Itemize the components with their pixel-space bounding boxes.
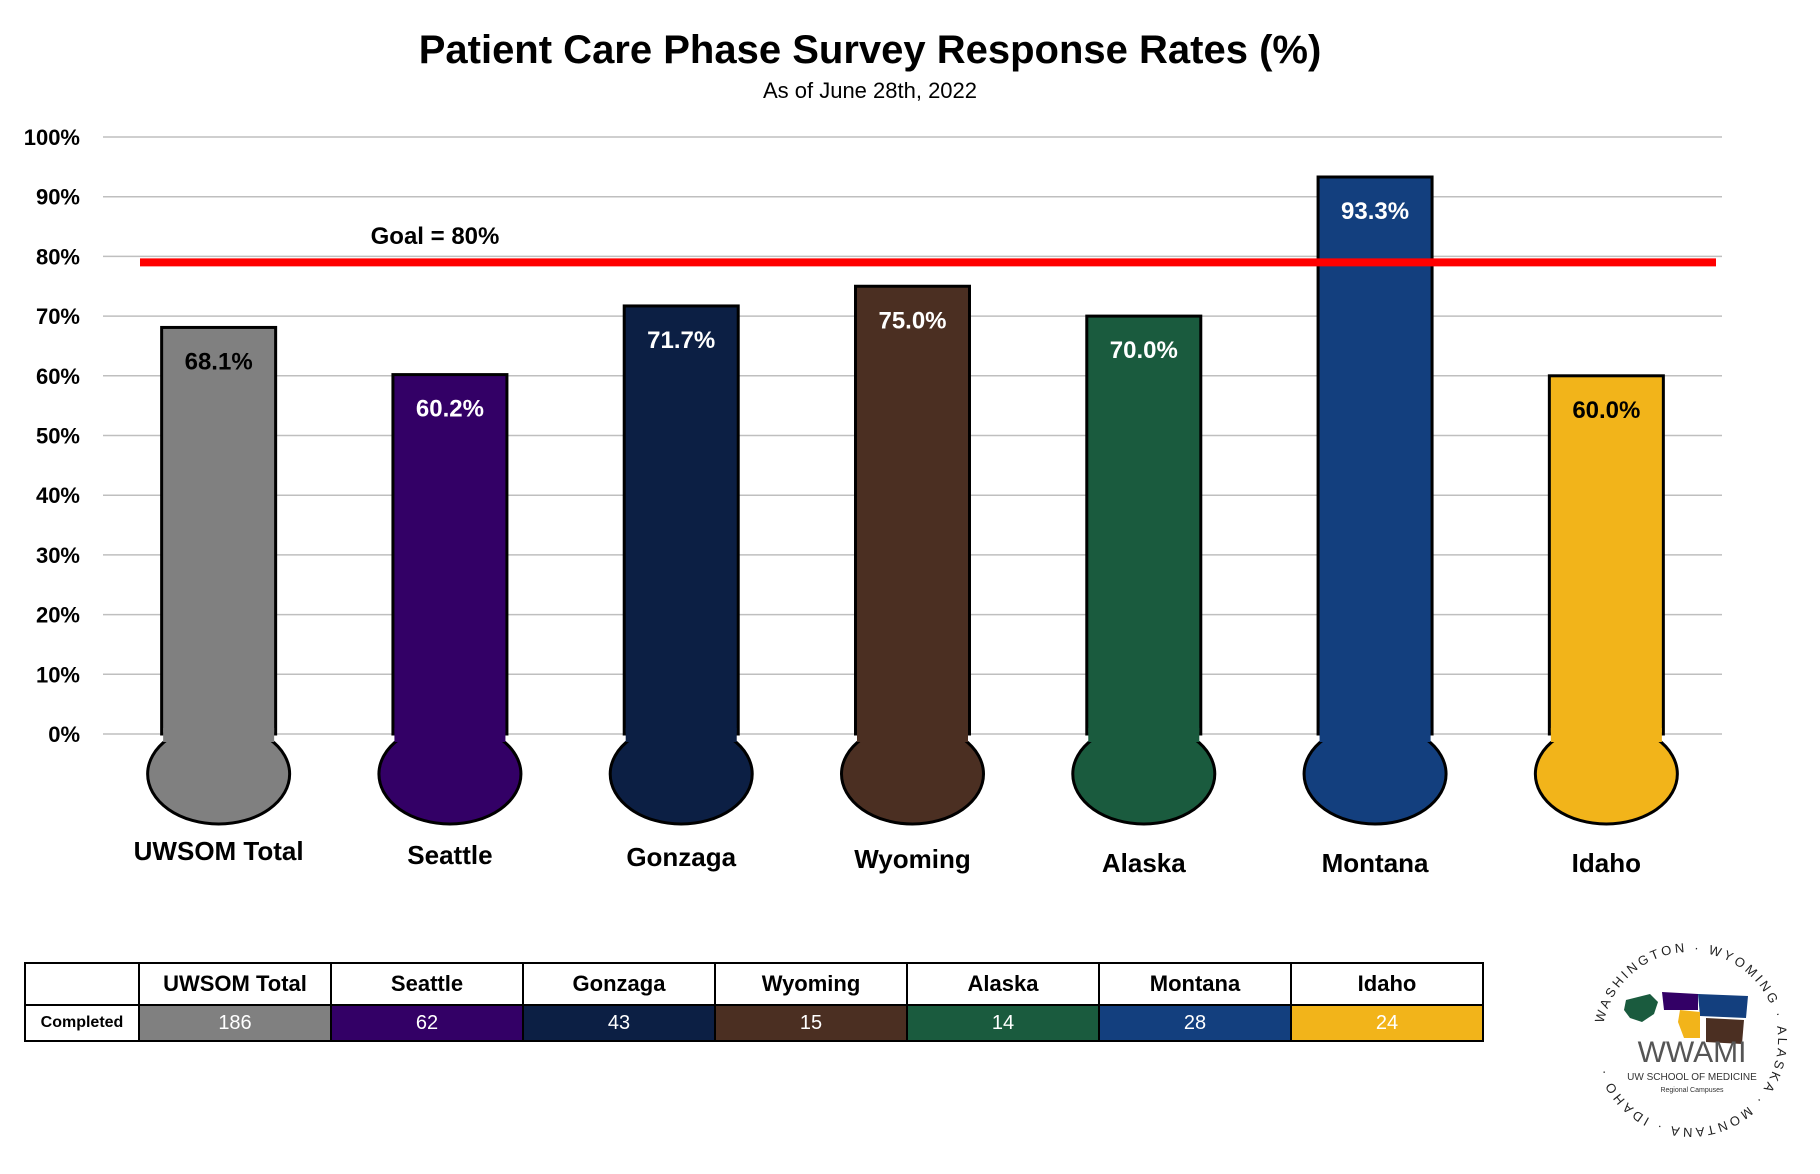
bar-joint bbox=[1319, 728, 1431, 742]
bar-joint bbox=[394, 728, 506, 742]
bar-chart: 0% 10% 20% 30% 40% 50% 60% 70% 80% 90% 100% 68.1% U… bbox=[24, 125, 1722, 878]
category-label: Gonzaga bbox=[626, 842, 736, 872]
bar-group-idaho: 60.0% Idaho bbox=[1533, 374, 1679, 878]
category-label: Seattle bbox=[407, 840, 492, 870]
bar bbox=[391, 373, 509, 736]
bars: 68.1% UWSOM Total 60.2% Seattle 71.7% Gonzaga… bbox=[134, 175, 1679, 878]
bar-group-wyoming: 75.0% Wyoming bbox=[840, 284, 985, 874]
goal-label: Goal = 80% bbox=[371, 223, 500, 250]
table-cell: 43 bbox=[522, 1004, 716, 1042]
category-label: UWSOM Total bbox=[134, 836, 304, 866]
table-values-row: Completed 186 62 43 15 14 28 24 bbox=[24, 1004, 1484, 1042]
data-label: 75.0% bbox=[878, 307, 946, 334]
y-tick-label: 0% bbox=[48, 722, 80, 747]
bar-joint bbox=[1550, 728, 1662, 742]
bar-joint bbox=[163, 728, 275, 742]
table-cell: 186 bbox=[138, 1004, 332, 1042]
table-column-header: Idaho bbox=[1290, 962, 1484, 1006]
bar-group-montana: 93.3% Montana bbox=[1302, 175, 1448, 878]
logo-line1: UW SCHOOL OF MEDICINE bbox=[1627, 1072, 1757, 1083]
table-row-header: Completed bbox=[24, 1004, 140, 1042]
category-label: Idaho bbox=[1572, 848, 1641, 878]
table-cell: 15 bbox=[714, 1004, 908, 1042]
data-label: 68.1% bbox=[185, 348, 253, 375]
category-label: Alaska bbox=[1102, 848, 1186, 878]
y-tick-label: 10% bbox=[36, 662, 80, 687]
table-cell: 62 bbox=[330, 1004, 524, 1042]
table-column-header: UWSOM Total bbox=[138, 962, 332, 1006]
bar bbox=[622, 304, 740, 736]
data-label: 70.0% bbox=[1110, 337, 1178, 364]
chart-title: Patient Care Phase Survey Response Rates… bbox=[418, 28, 1322, 72]
bar-joint bbox=[857, 728, 968, 742]
table-cell: 24 bbox=[1290, 1004, 1484, 1042]
logo-line2: Regional Campuses bbox=[1660, 1087, 1724, 1094]
y-tick-label: 50% bbox=[36, 424, 80, 449]
bar-group-uwsom-total: 68.1% UWSOM Total bbox=[134, 325, 304, 866]
logo-name: WWAMI bbox=[1638, 1036, 1747, 1069]
table-column-header: Wyoming bbox=[714, 962, 908, 1006]
y-tick-label: 70% bbox=[36, 304, 80, 329]
table-corner-cell bbox=[24, 962, 140, 1006]
y-tick-label: 90% bbox=[36, 185, 80, 210]
table-cell: 28 bbox=[1098, 1004, 1292, 1042]
bar bbox=[1316, 175, 1434, 736]
y-tick-label: 30% bbox=[36, 543, 80, 568]
data-label: 60.0% bbox=[1572, 397, 1640, 424]
bar-joint bbox=[625, 728, 737, 742]
chart-subtitle: As of June 28th, 2022 bbox=[762, 78, 978, 103]
table-column-header: Alaska bbox=[906, 962, 1100, 1006]
bar-group-alaska: 70.0% Alaska bbox=[1071, 314, 1217, 878]
table-column-header: Montana bbox=[1098, 962, 1292, 1006]
bar bbox=[160, 325, 278, 736]
data-label: 93.3% bbox=[1341, 198, 1409, 225]
category-label: Wyoming bbox=[854, 844, 971, 874]
data-label: 60.2% bbox=[416, 396, 484, 423]
bar-joint bbox=[1088, 728, 1200, 742]
y-tick-label: 40% bbox=[36, 483, 80, 508]
wwami-logo: WASHINGTON · WYOMING · ALASKA · MONTANA … bbox=[1592, 940, 1787, 1140]
table-column-header: Gonzaga bbox=[522, 962, 716, 1006]
bar bbox=[1085, 314, 1203, 736]
y-tick-label: 60% bbox=[36, 364, 80, 389]
data-label: 71.7% bbox=[647, 327, 715, 354]
bar-group-seattle: 60.2% Seattle bbox=[377, 373, 523, 870]
table-column-header: Seattle bbox=[330, 962, 524, 1006]
bar bbox=[854, 284, 971, 736]
completed-table: UWSOM Total Seattle Gonzaga Wyoming Alaska Mo… bbox=[24, 962, 1484, 1042]
y-tick-label: 80% bbox=[36, 244, 80, 269]
category-label: Montana bbox=[1322, 848, 1429, 878]
y-axis-ticks: 0% 10% 20% 30% 40% 50% 60% 70% 80% 90% 100% bbox=[24, 125, 80, 747]
bar-group-gonzaga: 71.7% Gonzaga bbox=[608, 304, 754, 872]
y-tick-label: 100% bbox=[24, 125, 80, 150]
wwami-states-graphic bbox=[1624, 992, 1748, 1044]
bar bbox=[1547, 374, 1665, 736]
table-header-row: UWSOM Total Seattle Gonzaga Wyoming Alaska Mo… bbox=[24, 962, 1484, 1006]
table-cell: 14 bbox=[906, 1004, 1100, 1042]
y-tick-label: 20% bbox=[36, 603, 80, 628]
